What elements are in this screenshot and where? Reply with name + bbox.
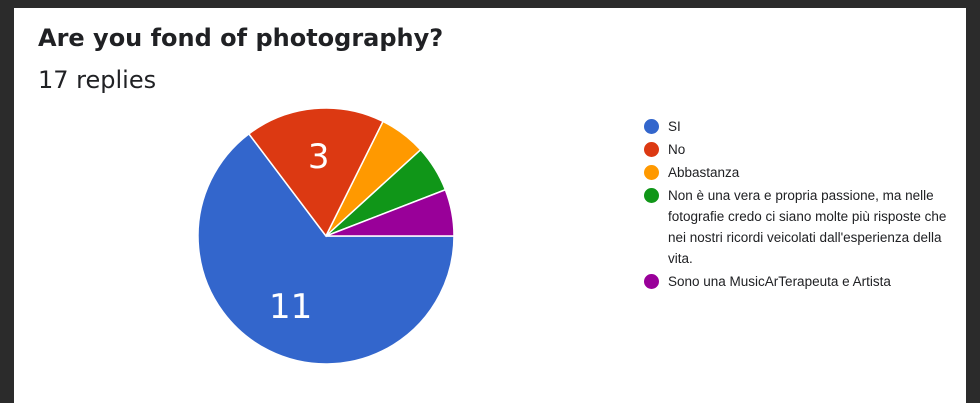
legend-swatch xyxy=(644,188,659,203)
pie-slice-1[interactable] xyxy=(247,107,385,238)
reply-count: 17 replies xyxy=(38,66,157,94)
slice-data-label-0: 11 xyxy=(269,287,312,327)
chart-legend: SI No Abbastanza Non è una vera e propria p… xyxy=(644,116,954,294)
chart-card: Are you fond of photography? 17 replies … xyxy=(14,8,966,403)
legend-swatch xyxy=(644,119,659,134)
legend-label: Non è una vera e propria passione, ma ne… xyxy=(668,188,947,266)
pie-slice-4[interactable] xyxy=(325,188,455,237)
legend-swatch xyxy=(644,142,659,157)
slice-data-label-1: 3 xyxy=(308,137,330,177)
legend-item-1[interactable]: No xyxy=(644,139,954,160)
legend-label: No xyxy=(668,142,686,157)
pie-chart: 11 3 xyxy=(197,107,455,365)
legend-item-4[interactable]: Sono una MusicArTerapeuta e Artista xyxy=(644,271,954,292)
legend-swatch xyxy=(644,274,659,289)
legend-item-0[interactable]: SI xyxy=(644,116,954,137)
legend-label: SI xyxy=(668,119,681,134)
legend-item-2[interactable]: Abbastanza xyxy=(644,162,954,183)
chart-title: Are you fond of photography? xyxy=(38,24,444,52)
legend-item-3[interactable]: Non è una vera e propria passione, ma ne… xyxy=(644,185,954,269)
legend-swatch xyxy=(644,165,659,180)
legend-label: Sono una MusicArTerapeuta e Artista xyxy=(668,274,891,289)
legend-label: Abbastanza xyxy=(668,165,740,180)
pie-slice-0[interactable] xyxy=(197,132,455,365)
